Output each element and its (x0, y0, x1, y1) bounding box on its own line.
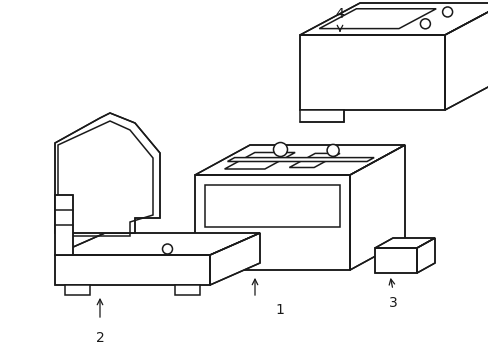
Polygon shape (65, 285, 90, 295)
Polygon shape (224, 153, 295, 169)
Polygon shape (55, 255, 209, 285)
Polygon shape (374, 248, 416, 273)
Polygon shape (374, 238, 434, 248)
Polygon shape (209, 233, 260, 285)
Polygon shape (416, 238, 434, 273)
Text: 2: 2 (96, 331, 104, 345)
Polygon shape (55, 233, 260, 255)
Polygon shape (299, 35, 444, 110)
Polygon shape (195, 175, 349, 270)
Polygon shape (175, 285, 200, 295)
Polygon shape (195, 145, 404, 175)
Polygon shape (289, 153, 339, 167)
Circle shape (326, 144, 338, 156)
Polygon shape (444, 3, 488, 110)
Polygon shape (227, 158, 373, 162)
Circle shape (273, 143, 287, 157)
Polygon shape (349, 145, 404, 270)
Text: 3: 3 (388, 296, 397, 310)
Polygon shape (55, 195, 73, 255)
Text: 4: 4 (335, 7, 344, 21)
Text: 1: 1 (275, 303, 284, 317)
Polygon shape (55, 113, 160, 233)
Polygon shape (299, 3, 488, 35)
Polygon shape (299, 110, 343, 122)
